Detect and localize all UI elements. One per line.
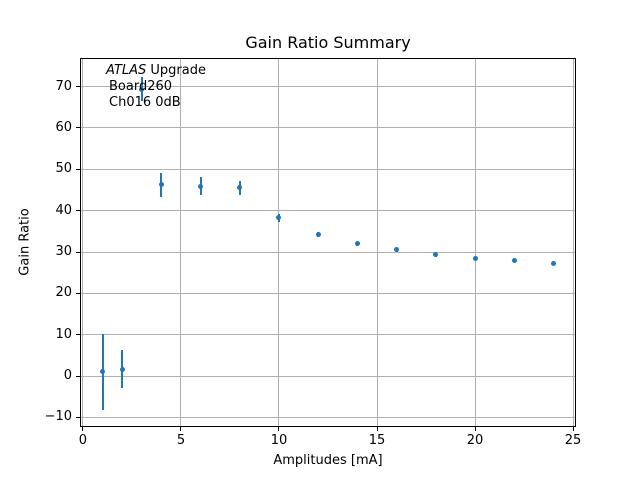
data-point-marker <box>276 215 282 221</box>
gridline-vertical <box>572 58 574 427</box>
chart-title: Gain Ratio Summary <box>245 33 411 52</box>
gridline-horizontal <box>80 251 576 253</box>
data-point-marker <box>119 366 125 372</box>
data-point-marker <box>139 86 145 92</box>
x-tick-label: 15 <box>368 433 386 448</box>
data-point-marker <box>511 258 517 264</box>
y-tick-label: 50 <box>55 161 72 177</box>
gridline-horizontal <box>80 210 576 212</box>
gridline-horizontal <box>80 375 576 377</box>
y-tick-label: 60 <box>55 119 72 135</box>
gridline-horizontal <box>80 168 576 170</box>
data-point-marker <box>472 255 478 261</box>
data-point-marker <box>100 369 106 375</box>
y-tick-label: 70 <box>55 78 72 94</box>
data-point-marker <box>394 247 400 253</box>
x-tick-label: 10 <box>270 433 288 448</box>
y-tick-mark <box>76 210 80 212</box>
y-axis-label: Gain Ratio <box>17 208 33 276</box>
y-tick-label: 20 <box>55 285 72 301</box>
data-point-marker <box>237 185 243 191</box>
annotation-line-channel: Ch016 0dB <box>109 95 181 110</box>
x-tick-mark <box>82 427 84 431</box>
y-tick-mark <box>76 127 80 129</box>
gridline-vertical <box>474 58 476 427</box>
x-tick-label: 25 <box>564 433 582 448</box>
x-tick-label: 5 <box>176 433 186 448</box>
y-tick-label: 30 <box>55 244 72 259</box>
gridline-vertical <box>180 58 182 427</box>
gridline-horizontal <box>80 86 576 88</box>
gridline-horizontal <box>80 127 576 129</box>
x-tick-mark <box>180 427 182 431</box>
data-point-marker <box>198 183 204 189</box>
x-axis-label: Amplitudes [mA] <box>273 453 383 468</box>
y-tick-mark <box>76 86 80 88</box>
annotation-upgrade-text: Upgrade <box>146 63 206 78</box>
data-point-marker <box>158 182 164 188</box>
y-tick-mark <box>76 292 80 294</box>
data-point-marker <box>550 260 556 266</box>
x-tick-mark <box>474 427 476 431</box>
data-point-marker <box>354 241 360 247</box>
y-tick-label: 10 <box>55 326 72 342</box>
plot-area <box>80 58 576 427</box>
gridline-horizontal <box>80 334 576 336</box>
gridline-vertical <box>278 58 280 427</box>
annotation-line-experiment: ATLAS Upgrade <box>106 63 206 79</box>
x-tick-mark <box>572 427 574 431</box>
x-tick-mark <box>278 427 280 431</box>
y-tick-mark <box>76 375 80 377</box>
data-point-marker <box>315 232 321 238</box>
x-tick-label: 20 <box>466 433 484 448</box>
gridline-vertical <box>376 58 378 427</box>
gridline-horizontal <box>80 416 576 418</box>
y-tick-label: 0 <box>63 368 72 384</box>
gridline-vertical <box>82 58 84 427</box>
y-tick-mark <box>76 334 80 336</box>
data-point-marker <box>433 252 439 258</box>
annotation-line-board: Board260 <box>109 79 173 94</box>
x-tick-label: 0 <box>78 433 88 448</box>
annotation-atlas-italic: ATLAS <box>106 63 147 78</box>
y-tick-mark <box>76 251 80 253</box>
y-tick-label: 40 <box>55 202 72 218</box>
gridline-horizontal <box>80 292 576 294</box>
y-tick-mark <box>76 416 80 418</box>
x-tick-mark <box>376 427 378 431</box>
y-tick-mark <box>76 168 80 170</box>
y-tick-label: −10 <box>44 409 72 425</box>
plot-annotation: ATLAS Upgrade Board260 Ch016 0dB <box>106 63 206 111</box>
